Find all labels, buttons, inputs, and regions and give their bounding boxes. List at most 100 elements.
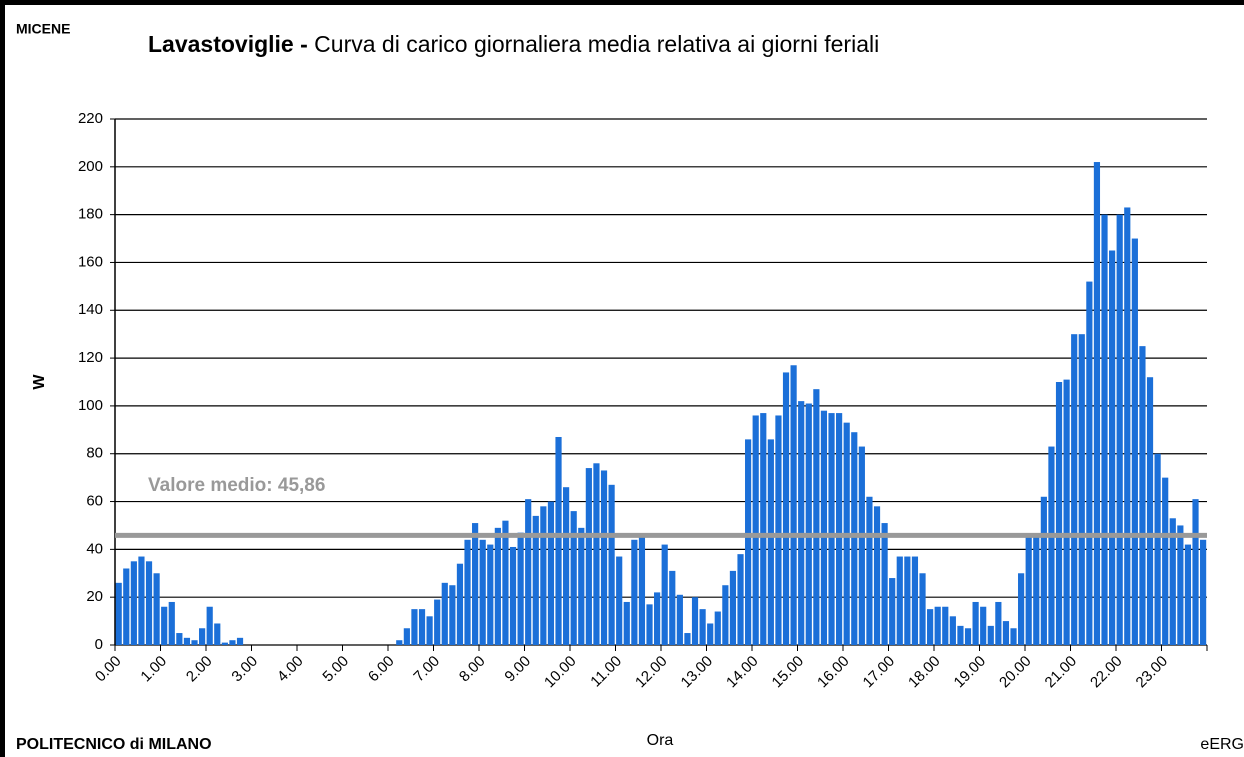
bar — [836, 413, 843, 645]
bar — [775, 415, 782, 645]
bar — [199, 628, 206, 645]
bar — [600, 470, 608, 645]
bar — [1048, 446, 1055, 645]
corner-label: MICENE — [16, 21, 70, 37]
bar — [214, 623, 221, 645]
x-tick-label: 2.00 — [183, 653, 216, 686]
bar — [191, 640, 198, 645]
bar — [889, 578, 896, 645]
bar — [221, 642, 228, 645]
bar — [767, 439, 774, 645]
bar — [654, 592, 661, 645]
bar — [502, 520, 509, 645]
bar — [1086, 281, 1093, 645]
bar — [1025, 535, 1032, 645]
chart-title: Lavastoviglie - Curva di carico giornali… — [148, 31, 879, 57]
bar — [805, 403, 812, 645]
bar — [957, 625, 964, 645]
bar — [669, 570, 676, 645]
title-text: Curva di carico giornaliera media relati… — [314, 31, 879, 57]
frame-left — [0, 0, 5, 757]
bar — [1162, 477, 1169, 645]
bar — [699, 609, 706, 645]
bar — [1131, 238, 1138, 645]
bar — [616, 556, 623, 645]
bar — [176, 633, 183, 645]
x-tick-label: 1.00 — [137, 653, 170, 686]
x-tick-label: 15.00 — [769, 653, 808, 692]
x-tick-label: 12.00 — [632, 653, 671, 692]
bar — [487, 544, 494, 645]
bar — [676, 594, 683, 645]
bar — [631, 539, 638, 645]
bar — [1154, 453, 1161, 645]
y-tick-label: 40 — [86, 540, 103, 557]
bar — [418, 609, 426, 645]
bar — [1010, 628, 1017, 645]
bar — [547, 501, 555, 645]
bar — [517, 532, 524, 645]
x-tick-label: 23.00 — [1133, 653, 1172, 692]
bar — [927, 609, 934, 645]
bar — [479, 539, 486, 645]
x-tick-label: 8.00 — [456, 653, 489, 686]
bar — [1124, 207, 1131, 646]
bar — [623, 601, 630, 645]
x-tick-label: 17.00 — [860, 653, 899, 692]
bar — [752, 415, 759, 645]
mean-label: Valore medio: 45,86 — [148, 475, 325, 496]
x-tick-label: 4.00 — [274, 653, 307, 686]
bar — [820, 410, 828, 645]
bar — [1033, 535, 1040, 645]
bar — [145, 561, 153, 645]
bar — [1055, 382, 1063, 645]
y-tick-label: 220 — [78, 110, 103, 127]
bar — [183, 637, 191, 645]
y-axis-label: W — [31, 374, 48, 390]
y-tick-label: 160 — [78, 253, 103, 270]
bar — [426, 616, 433, 645]
bar — [1139, 346, 1146, 645]
bar — [456, 563, 464, 645]
bar — [1200, 539, 1207, 645]
bar — [782, 372, 790, 645]
footer-left: POLITECNICO di MILANO — [16, 736, 212, 753]
y-tick-label: 20 — [86, 588, 103, 605]
bar — [858, 446, 865, 645]
y-tick-label: 100 — [78, 397, 103, 414]
x-tick-label: 10.00 — [541, 653, 580, 692]
x-axis-label: Ora — [647, 732, 674, 749]
y-tick-label: 80 — [86, 445, 103, 462]
bar — [464, 539, 471, 645]
bar — [161, 606, 168, 645]
bar — [1146, 377, 1154, 645]
bar — [1018, 573, 1025, 645]
x-tick-label: 16.00 — [814, 653, 853, 692]
x-tick-label: 22.00 — [1087, 653, 1126, 692]
bar — [411, 609, 418, 645]
x-tick-label: 6.00 — [365, 653, 398, 686]
x-tick-label: 9.00 — [501, 653, 534, 686]
bar — [934, 606, 941, 645]
bar — [949, 616, 956, 645]
bar — [798, 401, 805, 645]
bar — [904, 556, 911, 645]
bar — [608, 484, 615, 645]
bar — [555, 436, 562, 645]
bar — [691, 597, 699, 645]
bar — [707, 623, 714, 645]
bar — [138, 556, 145, 645]
x-tick-label: 20.00 — [996, 653, 1035, 692]
frame-top — [0, 0, 1244, 5]
bar — [1177, 525, 1184, 645]
bar — [873, 506, 881, 645]
bar — [525, 499, 532, 645]
x-tick-label: 7.00 — [410, 653, 443, 686]
bar — [661, 544, 668, 645]
bar — [737, 554, 744, 645]
bar — [441, 582, 448, 645]
y-tick-label: 140 — [78, 301, 103, 318]
bar — [168, 601, 175, 645]
bar — [1192, 499, 1199, 645]
